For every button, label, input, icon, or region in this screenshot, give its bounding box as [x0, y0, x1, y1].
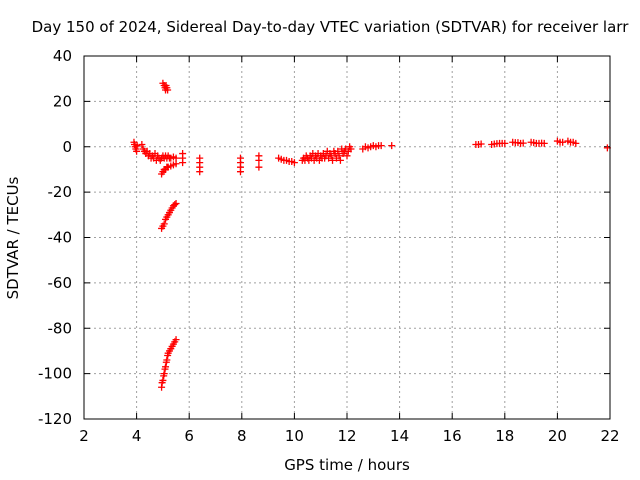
data-point — [290, 159, 298, 167]
x-axis-label: GPS time / hours — [284, 456, 410, 474]
data-point — [138, 140, 146, 148]
data-point — [236, 168, 244, 176]
data-point — [329, 156, 337, 164]
data-point — [255, 163, 263, 171]
data-point — [335, 152, 343, 160]
data-point — [164, 86, 172, 94]
y-tick-label: -100 — [38, 365, 72, 383]
y-tick-label: -20 — [48, 183, 73, 201]
x-tick-label: 12 — [337, 427, 356, 445]
data-point — [540, 139, 548, 147]
x-tick-label: 22 — [600, 427, 619, 445]
data-point — [336, 156, 344, 164]
y-tick-label: 20 — [53, 92, 72, 110]
data-point — [334, 147, 342, 155]
x-tick-label: 10 — [285, 427, 304, 445]
x-tick-label: 14 — [390, 427, 409, 445]
y-tick-label: 40 — [53, 47, 72, 65]
x-tick-label: 16 — [443, 427, 462, 445]
y-tick-label: -60 — [48, 274, 73, 292]
data-point — [519, 139, 527, 147]
data-points — [130, 79, 611, 391]
data-point — [159, 376, 167, 384]
data-point — [172, 160, 180, 168]
y-tick-label: -120 — [38, 410, 72, 428]
data-point — [160, 220, 168, 228]
data-point — [559, 138, 567, 146]
data-point — [163, 356, 171, 364]
x-tick-label: 8 — [237, 427, 247, 445]
data-point — [172, 199, 180, 207]
data-point — [501, 139, 509, 147]
x-tick-label: 2 — [79, 427, 89, 445]
data-point — [160, 370, 168, 378]
y-tick-label: -80 — [48, 319, 73, 337]
data-point — [377, 142, 385, 150]
x-tick-label: 4 — [132, 427, 142, 445]
data-point — [179, 159, 187, 167]
data-point — [172, 336, 180, 344]
axis-ticks: 2 4 6 8 10 12 14 16 18 20 22 40 20 0 -20 -40 -60 -80 -100 -… — [38, 47, 620, 445]
data-point — [343, 152, 351, 160]
x-tick-label: 20 — [548, 427, 567, 445]
data-point — [477, 140, 485, 148]
data-point — [388, 142, 396, 150]
chart-title: Day 150 of 2024, Sidereal Day-to-day VTE… — [31, 18, 629, 36]
data-point — [255, 156, 263, 164]
plot-frame — [83, 55, 611, 420]
data-point — [327, 152, 335, 160]
data-point — [196, 168, 204, 176]
data-point — [572, 139, 580, 147]
data-point — [171, 201, 179, 209]
data-point — [162, 363, 170, 371]
data-point — [347, 145, 355, 153]
y-tick-label: -40 — [48, 229, 73, 247]
y-tick-label: 0 — [62, 138, 72, 156]
x-tick-label: 18 — [495, 427, 514, 445]
grid-lines — [84, 56, 610, 419]
x-tick-label: 6 — [184, 427, 194, 445]
data-point — [133, 142, 141, 150]
